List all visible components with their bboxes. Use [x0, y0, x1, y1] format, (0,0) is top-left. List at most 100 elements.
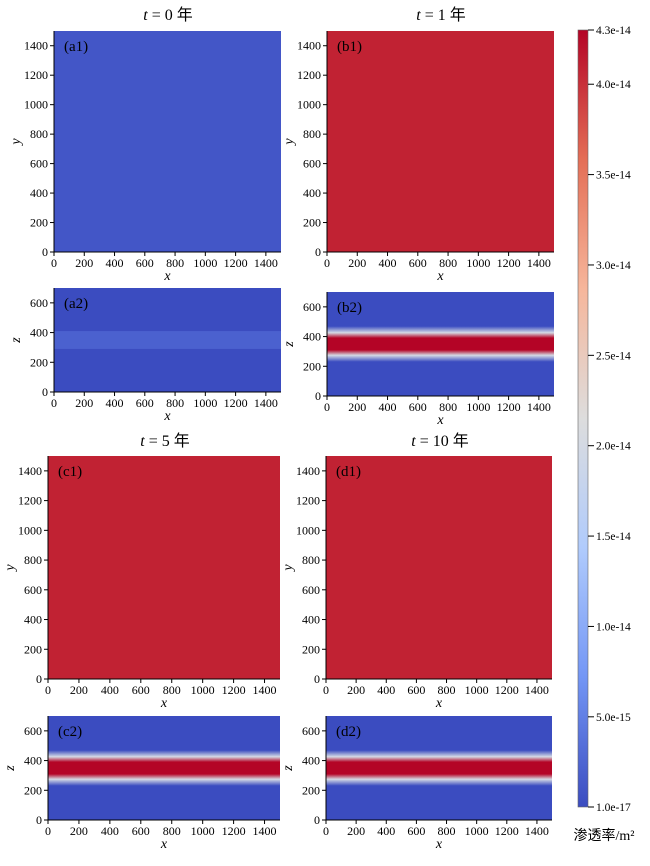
y-tick-label: 200: [303, 359, 321, 373]
y-tick-label: 0: [315, 245, 321, 259]
x-tick-label: 1000: [466, 256, 490, 270]
x-tick-label: 800: [439, 400, 457, 414]
x-tick-label: 400: [101, 824, 119, 838]
y-tick-label: 1400: [296, 464, 320, 478]
x-tick-label: 800: [438, 824, 456, 838]
panel-c2: 0 200 400 600 800 1000 1200 1400 0 200 400 600 x z (c2…: [3, 716, 280, 852]
x-tick-label: 1000: [191, 683, 215, 697]
x-axis-label: x: [435, 696, 443, 711]
panel-label: (a1): [64, 39, 88, 55]
x-tick-label: 1200: [497, 400, 521, 414]
title-var: t: [143, 7, 148, 24]
panel-label: (c2): [58, 724, 82, 740]
x-tick-label: 200: [70, 824, 88, 838]
x-axis-label: x: [436, 269, 444, 284]
panel-label: (d1): [336, 464, 361, 480]
y-axis-label: y: [9, 138, 24, 147]
y-tick-label: 200: [302, 642, 320, 656]
title-text: = 1 年: [421, 6, 466, 24]
x-tick-label: 0: [324, 400, 330, 414]
field-uniform: [48, 456, 280, 679]
y-tick-label: 200: [24, 783, 42, 797]
y-tick-label: 600: [302, 583, 320, 597]
panel-d2: 0 200 400 600 800 1000 1200 1400 0 200 400 600 x z (d2…: [281, 716, 552, 852]
y-tick-label: 200: [302, 783, 320, 797]
x-tick-label: 1200: [224, 256, 248, 270]
y-tick-label: 200: [30, 355, 48, 369]
x-tick-label: 1000: [465, 683, 489, 697]
y-tick-label: 600: [24, 583, 42, 597]
x-tick-label: 400: [379, 400, 397, 414]
field-layer: [54, 331, 281, 349]
y-axis-label: z: [281, 765, 296, 772]
y-tick-label: 1000: [18, 523, 42, 537]
y-tick-label: 1200: [297, 68, 321, 82]
y-tick-label: 1400: [18, 464, 42, 478]
x-tick-label: 200: [348, 400, 366, 414]
x-tick-label: 0: [51, 396, 57, 410]
x-tick-label: 1400: [253, 683, 277, 697]
x-tick-label: 0: [324, 256, 330, 270]
y-tick-label: 1400: [24, 39, 48, 53]
colorbar-tick-label: 1.5e-14: [596, 531, 631, 543]
x-tick-label: 1200: [224, 396, 248, 410]
colorbar-tick-label: 1.0e-14: [596, 621, 631, 633]
x-tick-label: 600: [132, 683, 150, 697]
y-tick-label: 600: [303, 157, 321, 171]
y-axis-label: y: [282, 138, 297, 147]
y-tick-label: 800: [30, 127, 48, 141]
x-tick-label: 400: [101, 683, 119, 697]
colorbar-scale: [577, 29, 589, 808]
y-tick-label: 200: [30, 216, 48, 230]
y-tick-label: 0: [36, 672, 42, 686]
y-tick-label: 600: [24, 724, 42, 738]
y-tick-label: 800: [302, 553, 320, 567]
x-tick-label: 1400: [525, 824, 549, 838]
field-uniform: [327, 31, 554, 252]
y-tick-label: 0: [314, 813, 320, 827]
x-tick-label: 600: [132, 824, 150, 838]
colorbar: 4.3e-14 4.0e-14 3.5e-14 3.0e-14 2.5e-14 2.0e-…: [574, 25, 635, 844]
panel-b2: 0 200 400 600 800 1000 1200 1400 0 200 400 600 x z (b2…: [282, 292, 554, 428]
colorbar-tick-label: 2.0e-14: [596, 441, 631, 453]
x-tick-label: 1200: [222, 683, 246, 697]
y-tick-label: 0: [315, 389, 321, 403]
y-axis-label: z: [282, 341, 297, 348]
y-tick-label: 1000: [24, 98, 48, 112]
colorbar-tick-label: 4.0e-14: [596, 79, 631, 91]
y-axis-label: y: [3, 564, 18, 573]
panel-a2: 0 200 400 600 800 1000 1200 1400 0 200 400 600 x z (a2…: [9, 288, 281, 424]
x-tick-label: 600: [407, 683, 425, 697]
panel-label: (c1): [58, 464, 82, 480]
panel-label: (d2): [336, 724, 361, 740]
title-text: = 0 年: [148, 6, 193, 24]
x-tick-label: 800: [166, 396, 184, 410]
x-axis-label: x: [160, 837, 168, 852]
x-tick-label: 1200: [497, 256, 521, 270]
panel-a1: 0 200 400 600 800 1000 1200 1400 0 200 400 600 800 10…: [9, 31, 281, 284]
x-tick-label: 1400: [253, 824, 277, 838]
x-tick-label: 0: [45, 824, 51, 838]
y-tick-label: 400: [24, 613, 42, 627]
y-tick-label: 1000: [296, 523, 320, 537]
x-tick-label: 1200: [222, 824, 246, 838]
x-tick-label: 200: [70, 683, 88, 697]
y-tick-label: 400: [30, 186, 48, 200]
y-tick-label: 200: [24, 642, 42, 656]
title-var: t: [416, 7, 421, 24]
x-tick-label: 800: [163, 683, 181, 697]
y-tick-label: 800: [303, 127, 321, 141]
x-tick-label: 400: [106, 396, 124, 410]
field-band: [326, 750, 552, 786]
y-tick-label: 800: [24, 553, 42, 567]
x-tick-label: 1000: [466, 400, 490, 414]
y-tick-label: 1200: [24, 68, 48, 82]
panel-label: (b2): [337, 300, 362, 316]
x-tick-label: 1000: [465, 824, 489, 838]
x-tick-label: 600: [136, 396, 154, 410]
panel-d1: 0 200 400 600 800 1000 1200 1400 0 200 400 600 800 10…: [281, 456, 552, 711]
y-tick-label: 400: [30, 326, 48, 340]
colorbar-label: 渗透率/m²: [574, 827, 635, 844]
